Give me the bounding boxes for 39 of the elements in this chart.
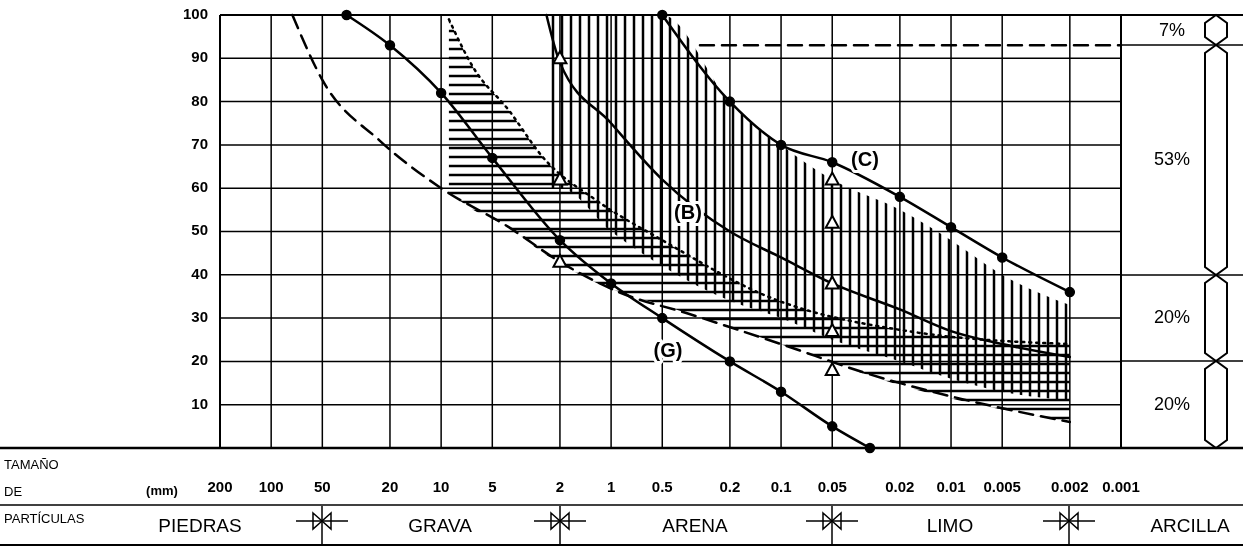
x-tick-label: 200 — [207, 478, 233, 495]
text: 20% — [1153, 393, 1191, 414]
x-tick-label: 1 — [606, 478, 616, 495]
x-tick-label: 20 — [381, 478, 399, 495]
y-tick-label: 100 — [182, 4, 208, 22]
x-tick-label: 10 — [432, 478, 450, 495]
x-tick-label: 100 — [258, 478, 284, 495]
x-tick-label: 0.02 — [885, 478, 915, 495]
x-tick-label: 0.01 — [936, 478, 966, 495]
text: LIMO — [926, 515, 974, 537]
text: ARCILLA — [1150, 515, 1230, 537]
text: 53% — [1153, 148, 1191, 169]
x-tick-label: 0.001 — [1102, 478, 1140, 495]
x-tick-label: 0.5 — [651, 478, 673, 495]
y-tick-label: 90 — [191, 48, 208, 66]
text: 7% — [1158, 19, 1186, 40]
annotation: (C) — [851, 148, 879, 171]
y-tick-label: 10 — [191, 394, 208, 412]
x-tick-label: 5 — [488, 478, 497, 495]
x-tick-label: 0.002 — [1051, 478, 1089, 495]
y-tick-label: 30 — [191, 308, 208, 326]
y-tick-label: 50 — [191, 221, 208, 239]
text: GRAVA — [408, 515, 473, 537]
x-tick-label: 2 — [555, 478, 565, 495]
y-tick-label: 60 — [191, 178, 208, 196]
text: ARENA — [662, 515, 729, 537]
x-tick-label: 0.1 — [770, 478, 792, 495]
x-tick-label: 0.05 — [817, 478, 847, 495]
x-tick-label: 0.005 — [983, 478, 1021, 495]
text: 20% — [1153, 306, 1191, 327]
text: PIEDRAS — [158, 515, 242, 537]
text: (mm) — [146, 483, 178, 499]
x-tick-label: 0.2 — [719, 478, 741, 495]
y-tick-label: 20 — [191, 351, 208, 369]
text: TAMAÑO DE PARTÍCULAS — [4, 457, 85, 527]
y-tick-label: 40 — [191, 264, 208, 282]
x-tick-label: 50 — [313, 478, 331, 495]
y-tick-label: 70 — [191, 134, 208, 152]
y-tick-label: 80 — [191, 91, 208, 109]
